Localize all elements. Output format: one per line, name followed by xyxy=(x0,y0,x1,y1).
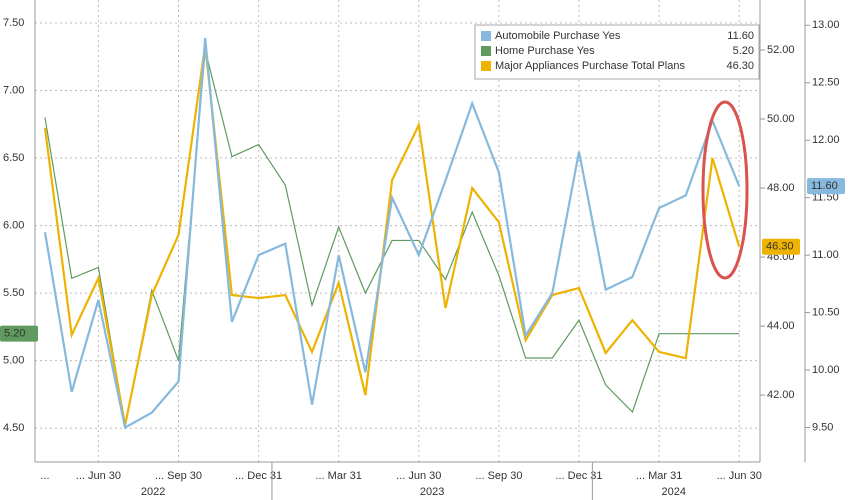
axes: 4.50 5.00 5.50 6.00 6.50 7.00 7.50 42.00 44.00 46… xyxy=(0,17,845,500)
y-tick-label: 6.00 xyxy=(3,220,24,232)
legend-value: 5.20 xyxy=(733,45,754,57)
y-tick-label: 7.50 xyxy=(3,17,24,29)
legend-swatch xyxy=(481,46,491,56)
legend-value: 11.60 xyxy=(727,30,754,42)
y-tick-label: 7.00 xyxy=(3,84,24,96)
value-tag-label: 11.60 xyxy=(811,180,838,192)
y-tick-label: 5.00 xyxy=(3,355,24,367)
legend-label: Home Purchase Yes xyxy=(495,45,595,57)
year-label: 2023 xyxy=(420,486,444,498)
y2-tick-label: 44.00 xyxy=(767,320,795,332)
series-line xyxy=(44,49,740,426)
lines xyxy=(43,37,741,430)
x-tick-label: ... Sep 30 xyxy=(155,470,202,482)
y3-tick-label: 11.00 xyxy=(812,249,839,261)
y-tick-label: 5.50 xyxy=(3,287,24,299)
x-tick-label: ... Mar 31 xyxy=(636,470,682,482)
x-tick-label: ... Mar 31 xyxy=(315,470,361,482)
x-tick-label: ... Dec 31 xyxy=(555,470,602,482)
y2-tick-label: 48.00 xyxy=(767,182,795,194)
value-tag xyxy=(0,325,38,342)
year-label: 2024 xyxy=(662,486,686,498)
legend-value: 46.30 xyxy=(726,60,754,72)
legend: Automobile Purchase Yes 11.60 Home Purchas… xyxy=(474,24,760,80)
x-tick-label: ... Dec 31 xyxy=(235,470,282,482)
y3-tick-label: 10.00 xyxy=(812,364,840,376)
legend-label: Major Appliances Purchase Total Plans xyxy=(495,60,685,72)
value-tag-label: 5.20 xyxy=(4,328,25,340)
y2-tick-label: 42.00 xyxy=(767,389,795,401)
x-tick-label: ... Jun 30 xyxy=(396,470,441,482)
y2-tick-label: 52.00 xyxy=(767,44,795,56)
y3-tick-label: 10.50 xyxy=(812,307,840,319)
y3-tick-label: 12.50 xyxy=(812,77,840,89)
legend-label: Automobile Purchase Yes xyxy=(495,30,621,42)
value-tag xyxy=(807,178,845,195)
x-tick-label: ... Jun 30 xyxy=(717,470,762,482)
y3-tick-label: 11.50 xyxy=(812,192,839,204)
y3-tick-label: 13.00 xyxy=(812,19,840,31)
value-tag-label: 46.30 xyxy=(766,241,794,253)
x-tick-label: ... xyxy=(40,470,49,482)
highlight-ellipse xyxy=(701,100,749,280)
y3-tick-label: 9.50 xyxy=(812,421,833,433)
value-tag xyxy=(762,238,800,255)
legend-swatch xyxy=(481,61,491,71)
year-label: 2022 xyxy=(141,486,165,498)
x-tick-label: ... Sep 30 xyxy=(475,470,522,482)
y-tick-label: 6.50 xyxy=(3,152,24,164)
y2-tick-label: 50.00 xyxy=(767,113,795,125)
y3-tick-label: 12.00 xyxy=(812,134,840,146)
y-tick-label: 4.50 xyxy=(3,422,24,434)
legend-box xyxy=(474,24,760,80)
legend-swatch xyxy=(481,31,491,41)
series-line xyxy=(43,37,741,430)
x-tick-label: ... Jun 30 xyxy=(76,470,121,482)
series-line xyxy=(43,45,741,426)
